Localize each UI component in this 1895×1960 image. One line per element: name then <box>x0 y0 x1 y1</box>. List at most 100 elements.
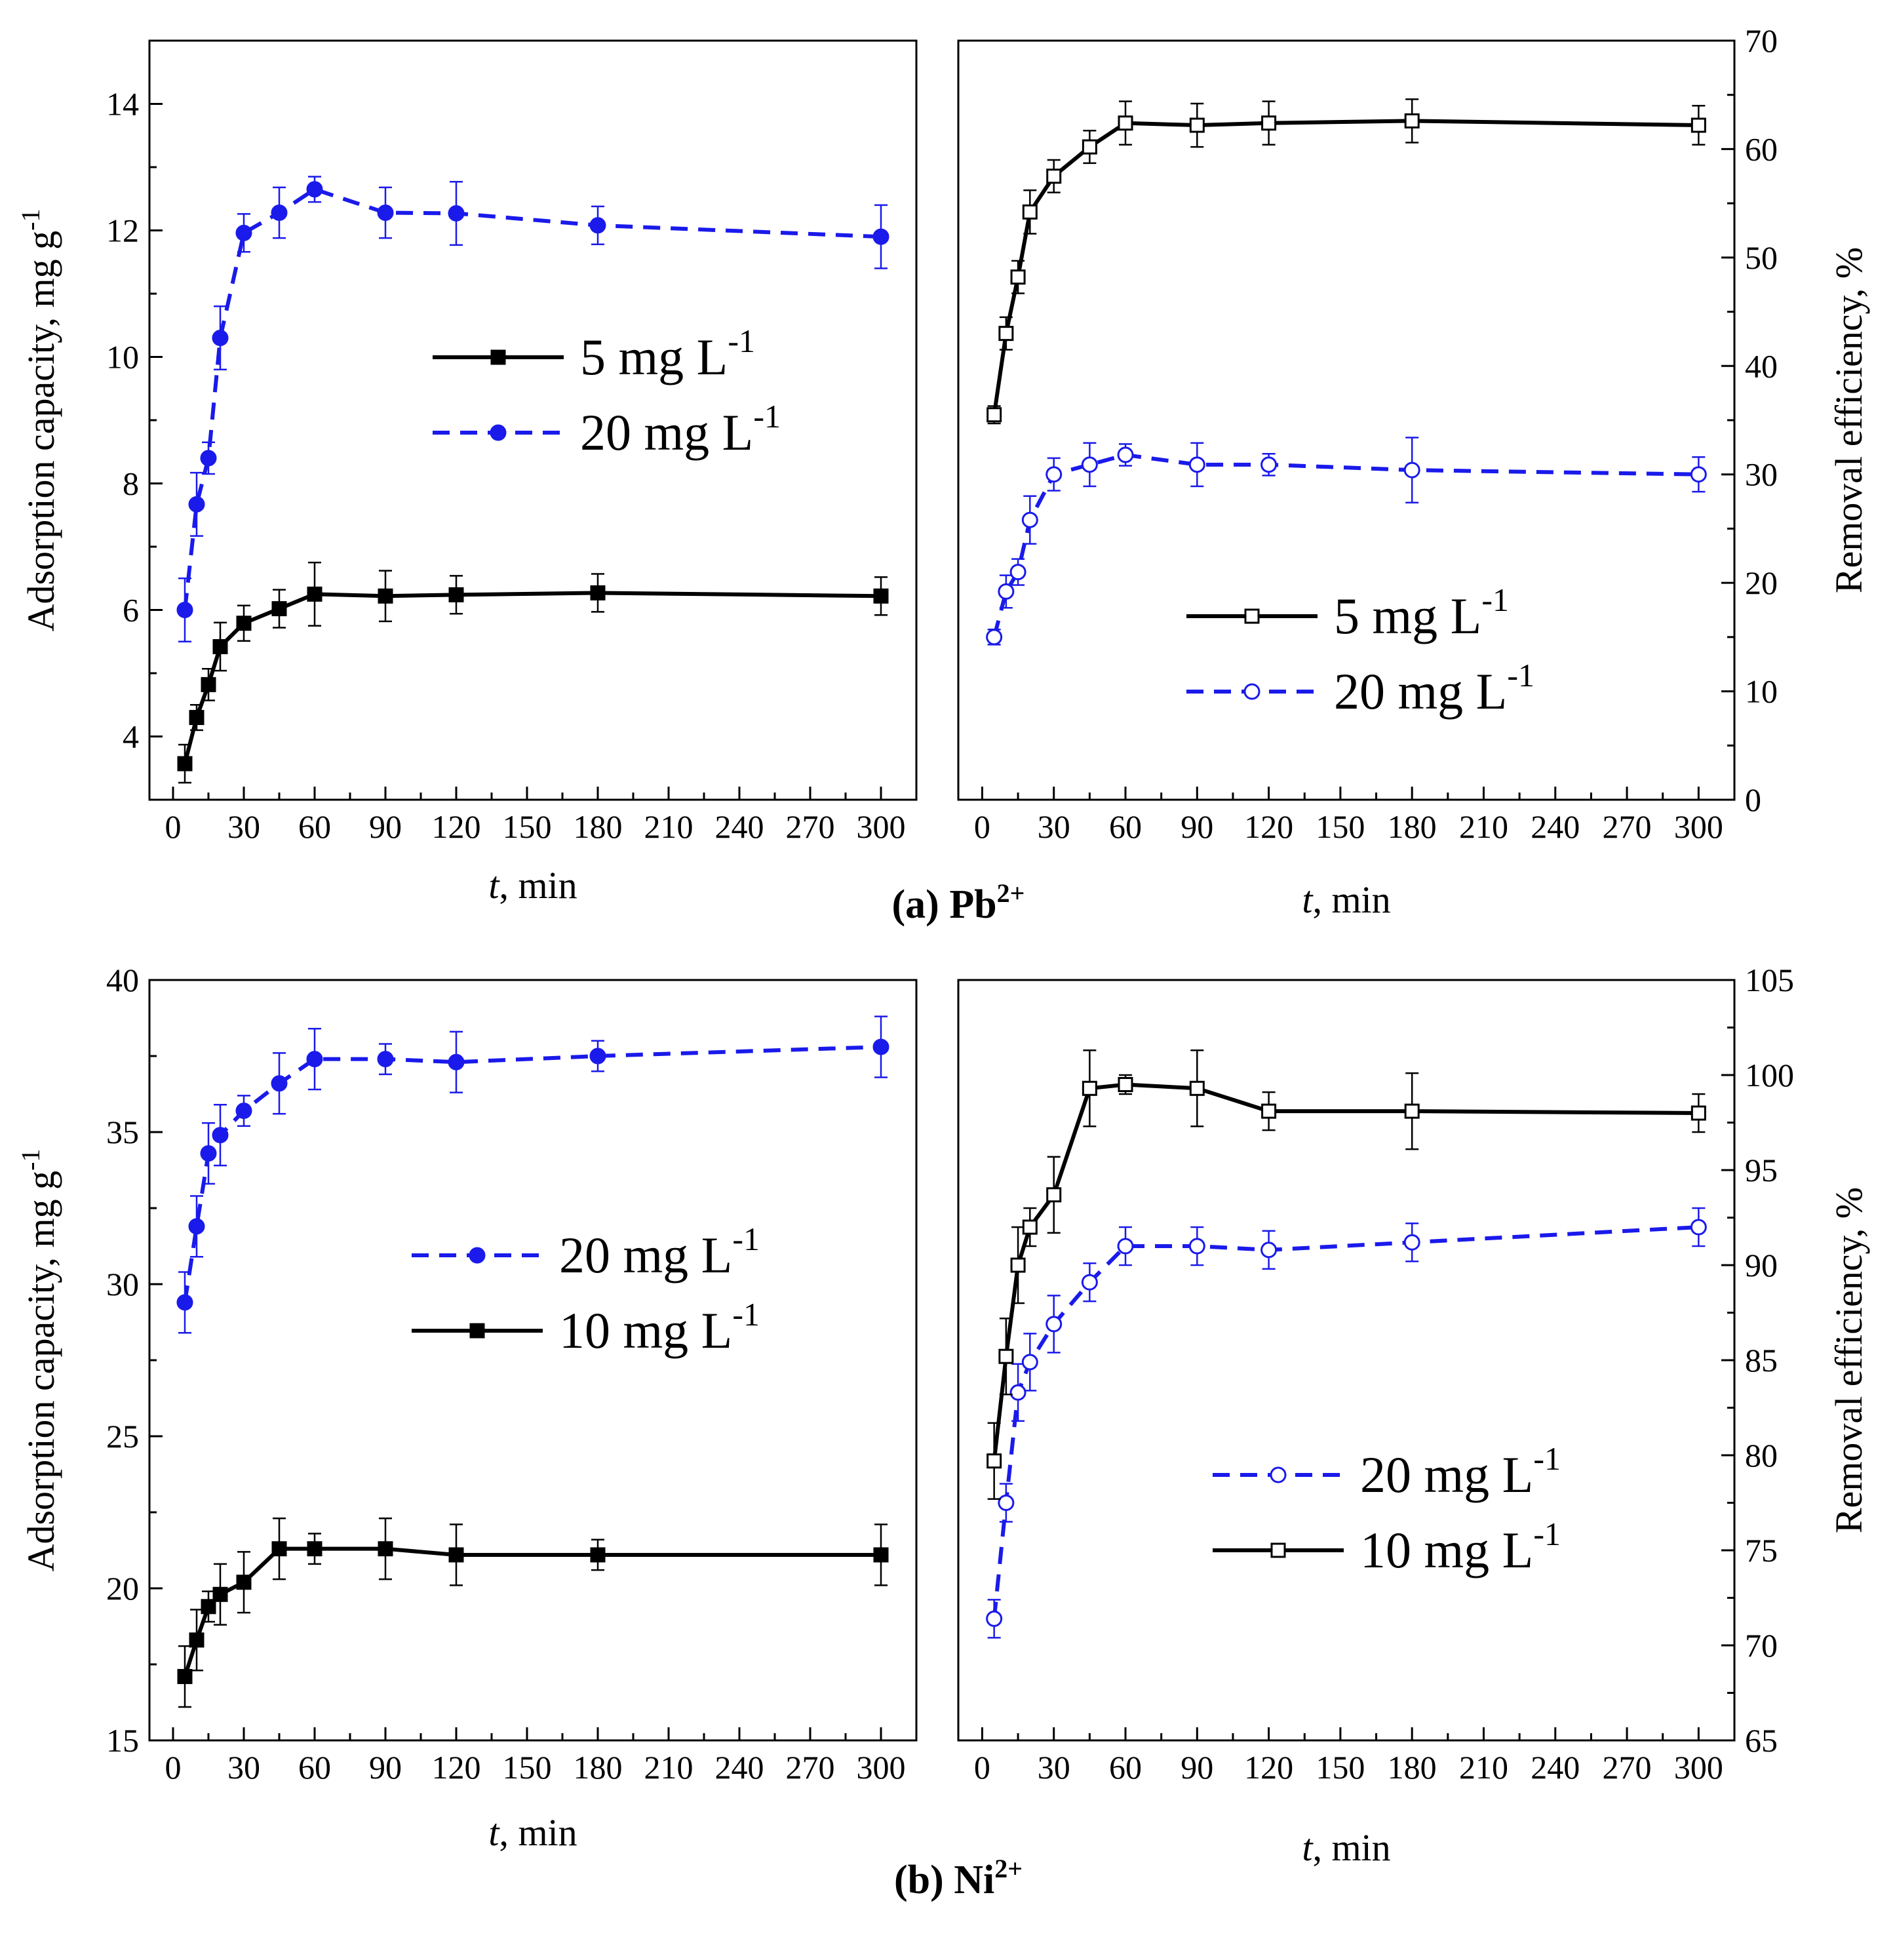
data-point <box>998 583 1015 600</box>
x-tick-label: 120 <box>1244 1749 1293 1786</box>
x-tick-label: 60 <box>298 1749 331 1786</box>
x-tick-label: 300 <box>1674 1749 1723 1786</box>
x-tick-label: 240 <box>715 1749 764 1786</box>
x-tick-label: 300 <box>1674 808 1723 845</box>
data-point <box>1082 1080 1097 1096</box>
x-tick-label: 0 <box>974 808 990 845</box>
data-point <box>1081 1274 1098 1291</box>
x-axis-title-unit: , min <box>499 1811 577 1854</box>
y-tick-label: 10 <box>1745 673 1778 710</box>
data-point <box>1081 456 1098 473</box>
data-point <box>987 407 1002 423</box>
series-5-mg-l-1 <box>177 561 889 784</box>
data-point <box>212 1127 229 1144</box>
y-tick-label: 40 <box>1745 347 1778 384</box>
data-point <box>1118 115 1133 131</box>
caption-b: (b) Ni2+ <box>894 1854 1023 1902</box>
chart-pb-removal-efficiency: 0 30 60 90 120 150 180 210 240 270 300 0 10 20 30 40 50 6… <box>957 22 1870 921</box>
x-tick-label: 270 <box>1603 808 1652 845</box>
data-point <box>1188 1238 1205 1255</box>
x-tick-label: 270 <box>786 808 835 845</box>
data-point <box>189 1632 205 1648</box>
data-point <box>1010 1257 1026 1273</box>
caption-a-label: (a) <box>892 882 939 927</box>
legend: 20 mg L-110 mg L-1 <box>1213 1440 1561 1578</box>
data-point <box>998 326 1014 342</box>
y-tick-label: 105 <box>1745 962 1794 998</box>
y-axis-title: Adsorption capacity, mg g-1 <box>16 209 62 632</box>
data-point <box>448 1547 464 1563</box>
data-point <box>236 1575 252 1590</box>
x-tick-label: 60 <box>298 808 331 845</box>
legend: 5 mg L-120 mg L-1 <box>1186 581 1534 720</box>
caption-b-charge: 2+ <box>994 1854 1023 1883</box>
data-point <box>377 204 394 221</box>
y-tick-label: 10 <box>106 339 139 376</box>
data-point <box>271 1541 287 1557</box>
chart-pb-adsorption-capacity: 0 30 60 90 120 150 180 210 240 270 300 4 6 8 10 12 14 t, … <box>16 39 918 907</box>
data-point <box>1046 168 1062 184</box>
data-point <box>986 1610 1003 1627</box>
legend-label: 10 mg L-1 <box>1360 1516 1561 1578</box>
data-point <box>873 588 889 604</box>
x-tick-label: 180 <box>574 1749 623 1786</box>
y-tick-label: 65 <box>1745 1722 1778 1759</box>
data-point <box>1403 1234 1420 1251</box>
series-20-mg-l-1 <box>176 176 889 642</box>
data-point <box>1261 1103 1277 1119</box>
x-tick-label: 0 <box>165 1749 182 1786</box>
data-point <box>1009 1384 1026 1401</box>
legend-marker <box>469 1323 485 1339</box>
y-tick-label: 20 <box>106 1570 139 1607</box>
y-tick-label: 14 <box>106 86 139 123</box>
y-tick-label: 95 <box>1745 1152 1778 1188</box>
chart-ni-adsorption-capacity: 0 30 60 90 120 150 180 210 240 270 300 15 20 25 30 35 40… <box>16 962 918 1854</box>
legend-label-sup: -1 <box>753 398 781 435</box>
series-20-mg-l-1 <box>986 1207 1707 1639</box>
x-tick-label: 150 <box>503 1749 552 1786</box>
data-point <box>1021 511 1038 528</box>
y-tick-label: 20 <box>1745 564 1778 601</box>
data-point <box>1189 1080 1205 1096</box>
data-point <box>200 450 217 467</box>
legend-label-sup: -1 <box>732 1221 760 1257</box>
data-point <box>378 1541 393 1557</box>
data-point <box>306 1051 323 1068</box>
x-axis-title-var: t <box>488 1811 500 1854</box>
x-axis-title-var: t <box>1302 1826 1314 1869</box>
x-axis-title: t, min <box>1302 1826 1390 1869</box>
data-point <box>1046 1187 1062 1203</box>
data-point <box>1082 139 1097 155</box>
x-tick-label: 300 <box>857 808 906 845</box>
series-20-mg-l-1 <box>986 437 1707 646</box>
x-tick-label: 0 <box>974 1749 990 1786</box>
y-tick-label: 12 <box>106 212 139 249</box>
x-tick-label: 150 <box>1316 808 1365 845</box>
data-point <box>1045 466 1063 483</box>
data-point <box>271 601 287 617</box>
y-tick-label: 75 <box>1745 1532 1778 1569</box>
data-point <box>235 1103 252 1120</box>
series-20-mg-l-1 <box>176 1015 889 1334</box>
data-point <box>1189 117 1205 133</box>
caption-b-label: (b) <box>894 1858 944 1902</box>
x-axis-title-var: t <box>488 864 500 907</box>
x-axis-title: t, min <box>488 864 577 907</box>
x-tick-label: 150 <box>503 808 552 845</box>
x-tick-label: 210 <box>1459 808 1508 845</box>
y-axis-title: Removal efficiency, % <box>1827 247 1870 593</box>
y-tick-label: 6 <box>123 592 139 629</box>
x-tick-label: 210 <box>1459 1749 1508 1786</box>
y-tick-label: 60 <box>1745 130 1778 167</box>
y-tick-label: 35 <box>106 1114 139 1150</box>
data-point <box>200 1145 217 1162</box>
y-axis-title-text: Adsorption capacity, mg g <box>20 1171 62 1572</box>
legend-marker <box>1243 683 1260 700</box>
data-point <box>271 1075 288 1092</box>
x-tick-label: 210 <box>644 808 694 845</box>
data-point <box>1404 113 1420 128</box>
x-tick-label: 30 <box>227 1749 260 1786</box>
data-point <box>189 710 205 726</box>
data-point <box>872 228 889 245</box>
